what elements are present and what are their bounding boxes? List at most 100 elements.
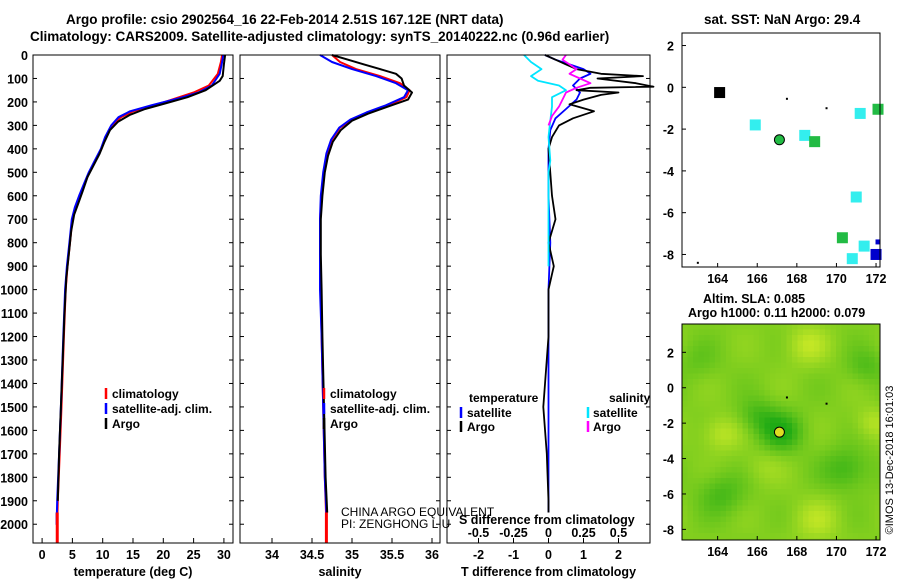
x-tick-label: 5 xyxy=(69,548,76,562)
heatmap-cell xyxy=(687,373,694,380)
x-tick-label: -2 xyxy=(473,548,484,562)
heatmap-cell xyxy=(874,533,880,539)
heatmap-cell xyxy=(852,417,859,424)
heatmap-cell xyxy=(715,483,721,490)
x-tick-label: 20 xyxy=(156,548,170,562)
heatmap-cell xyxy=(808,505,815,512)
heatmap-cell xyxy=(841,439,848,446)
altim-title-line1: Altim. SLA: 0.085 xyxy=(703,292,806,306)
heatmap-cell xyxy=(715,335,721,341)
heatmap-cell xyxy=(863,417,870,424)
heatmap-cell xyxy=(863,522,870,528)
heatmap-cell xyxy=(836,373,842,380)
heatmap-cell xyxy=(720,379,727,385)
heatmap-cell xyxy=(863,533,870,539)
heatmap-cell xyxy=(693,423,699,429)
heatmap-cell xyxy=(825,434,831,440)
heatmap-cell xyxy=(709,373,716,380)
heatmap-cell xyxy=(759,439,765,446)
depth-tick-label: 1400 xyxy=(0,377,28,391)
heatmap-cell xyxy=(731,522,738,528)
heatmap-cell xyxy=(803,373,809,380)
heatmap-cell xyxy=(814,417,820,424)
heatmap-cell xyxy=(770,461,776,468)
heatmap-cell xyxy=(874,428,880,435)
heatmap-cell xyxy=(786,368,793,374)
heatmap-cell xyxy=(726,456,732,462)
heatmap-cell xyxy=(742,522,749,528)
heatmap-cell xyxy=(720,450,727,457)
heatmap-cell xyxy=(786,434,793,440)
heatmap-cell xyxy=(731,362,738,369)
heatmap-cell xyxy=(874,434,880,440)
heatmap-cell xyxy=(742,533,749,539)
heatmap-cell xyxy=(698,478,705,484)
heatmap-cell xyxy=(852,538,859,540)
heatmap-cell xyxy=(819,461,826,468)
heatmap-cell xyxy=(720,533,727,539)
heatmap-cell xyxy=(830,373,837,380)
heatmap-cell xyxy=(830,379,837,385)
heatmap-cell xyxy=(869,467,875,473)
s-tick-label: 0.25 xyxy=(571,526,595,540)
heatmap-cell xyxy=(764,467,771,473)
heatmap-cell xyxy=(775,384,782,391)
heatmap-cell xyxy=(775,472,782,479)
heatmap-cell xyxy=(852,428,859,435)
heatmap-cell xyxy=(764,373,771,380)
heatmap-cell xyxy=(742,472,749,479)
heatmap-cell xyxy=(759,461,765,468)
heatmap-cell xyxy=(698,379,705,385)
heatmap-cell xyxy=(720,467,727,473)
heatmap-cell xyxy=(764,478,771,484)
heatmap-cell xyxy=(847,324,853,330)
legend-label: Argo xyxy=(467,420,495,434)
heatmap-cell xyxy=(852,346,859,352)
heatmap-cell xyxy=(759,351,765,358)
heatmap-cell xyxy=(709,505,716,512)
heatmap-cell xyxy=(786,340,793,347)
heatmap-cell xyxy=(814,516,820,523)
heatmap-cell xyxy=(770,351,776,358)
heatmap-cell xyxy=(709,395,716,402)
heatmap-cell xyxy=(715,368,721,374)
heatmap-cell xyxy=(808,423,815,429)
heatmap-cell xyxy=(704,527,710,534)
heatmap-cell xyxy=(731,423,738,429)
heatmap-cell xyxy=(731,516,738,523)
heatmap-cell xyxy=(825,489,831,495)
heatmap-cell xyxy=(808,494,815,501)
heatmap-cell xyxy=(825,373,831,380)
heatmap-cell xyxy=(830,329,837,336)
heatmap-cell xyxy=(814,384,820,391)
heatmap-cell xyxy=(792,494,798,501)
heatmap-cell xyxy=(814,511,820,517)
heatmap-cell xyxy=(808,467,815,473)
heatmap-cell xyxy=(814,357,820,363)
heatmap-cell xyxy=(858,335,864,341)
heatmap-cell xyxy=(836,483,842,490)
heatmap-cell xyxy=(687,478,694,484)
heatmap-cell xyxy=(825,461,831,468)
heatmap-cell xyxy=(709,357,716,363)
sst-map-marker xyxy=(825,107,828,110)
heatmap-cell xyxy=(753,456,760,462)
heatmap-cell xyxy=(698,428,705,435)
x-tick-label: 2 xyxy=(615,548,622,562)
heatmap-cell xyxy=(775,511,782,517)
heatmap-cell xyxy=(808,533,815,539)
heatmap-cell xyxy=(698,461,705,468)
heatmap-cell xyxy=(693,533,699,539)
heatmap-cell xyxy=(715,351,721,358)
heatmap-cell xyxy=(726,434,732,440)
heatmap-cell xyxy=(869,461,875,468)
heatmap-cell xyxy=(764,340,771,347)
heatmap-cell xyxy=(808,500,815,506)
legend-label: Argo xyxy=(112,417,140,431)
heatmap-cell xyxy=(748,439,754,446)
heatmap-cell xyxy=(726,483,732,490)
heatmap-cell xyxy=(814,527,820,534)
heatmap-cell xyxy=(742,500,749,506)
heatmap-cell xyxy=(764,434,771,440)
heatmap-cell xyxy=(687,505,694,512)
